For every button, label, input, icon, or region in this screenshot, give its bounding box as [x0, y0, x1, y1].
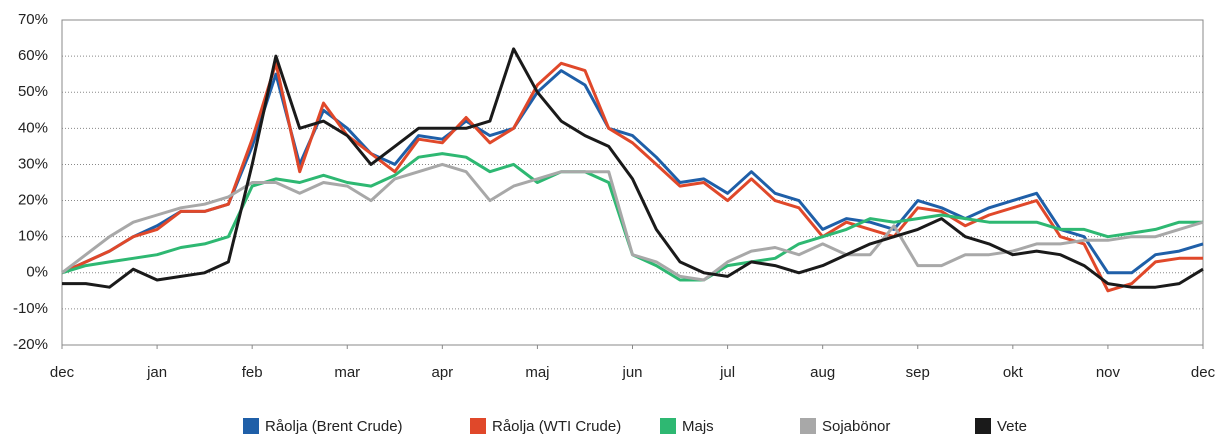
- x-tick-label: nov: [1096, 364, 1121, 381]
- x-tick-label: apr: [431, 364, 453, 381]
- legend-swatch: [660, 418, 676, 434]
- y-tick-label: -20%: [13, 336, 48, 353]
- series-line: [61, 69, 1204, 275]
- y-tick-label: -10%: [13, 300, 48, 317]
- x-tick-label: dec: [50, 364, 75, 381]
- x-tick-label: jun: [621, 364, 642, 381]
- x-tick-label: jan: [146, 364, 167, 381]
- series-line: [62, 47, 1204, 289]
- legend-label: Sojabönor: [822, 418, 890, 435]
- y-tick-label: 30%: [18, 155, 48, 172]
- y-tick-label: 0%: [26, 264, 48, 281]
- y-tick-label: 10%: [18, 228, 48, 245]
- series-line: [61, 152, 1203, 282]
- plot-frame: [61, 19, 1204, 346]
- x-tick-label: sep: [906, 364, 930, 381]
- x-tick-label: okt: [1003, 364, 1024, 381]
- y-tick-label: 20%: [18, 192, 48, 209]
- legend-swatch: [800, 418, 816, 434]
- x-tick-label: maj: [525, 364, 549, 381]
- y-tick-label: 40%: [18, 119, 48, 136]
- series-line: [61, 162, 1204, 282]
- y-tick-label: 60%: [18, 47, 48, 64]
- legend-swatch: [975, 418, 991, 434]
- x-tick-label: feb: [242, 364, 263, 381]
- y-tick-label: 50%: [18, 83, 48, 100]
- x-tick-label: jul: [719, 364, 735, 381]
- legend-label: Majs: [682, 418, 714, 435]
- legend-swatch: [470, 418, 486, 434]
- x-tick-label: aug: [810, 364, 835, 381]
- legend-label: Vete: [997, 418, 1027, 435]
- x-tick-label: dec: [1191, 364, 1216, 381]
- series-line: [61, 61, 1203, 293]
- x-tick-label: mar: [334, 364, 360, 381]
- y-tick-label: 70%: [18, 11, 48, 28]
- legend-swatch: [243, 418, 259, 434]
- legend-label: Råolja (WTI Crude): [492, 418, 621, 435]
- legend-label: Råolja (Brent Crude): [265, 418, 403, 435]
